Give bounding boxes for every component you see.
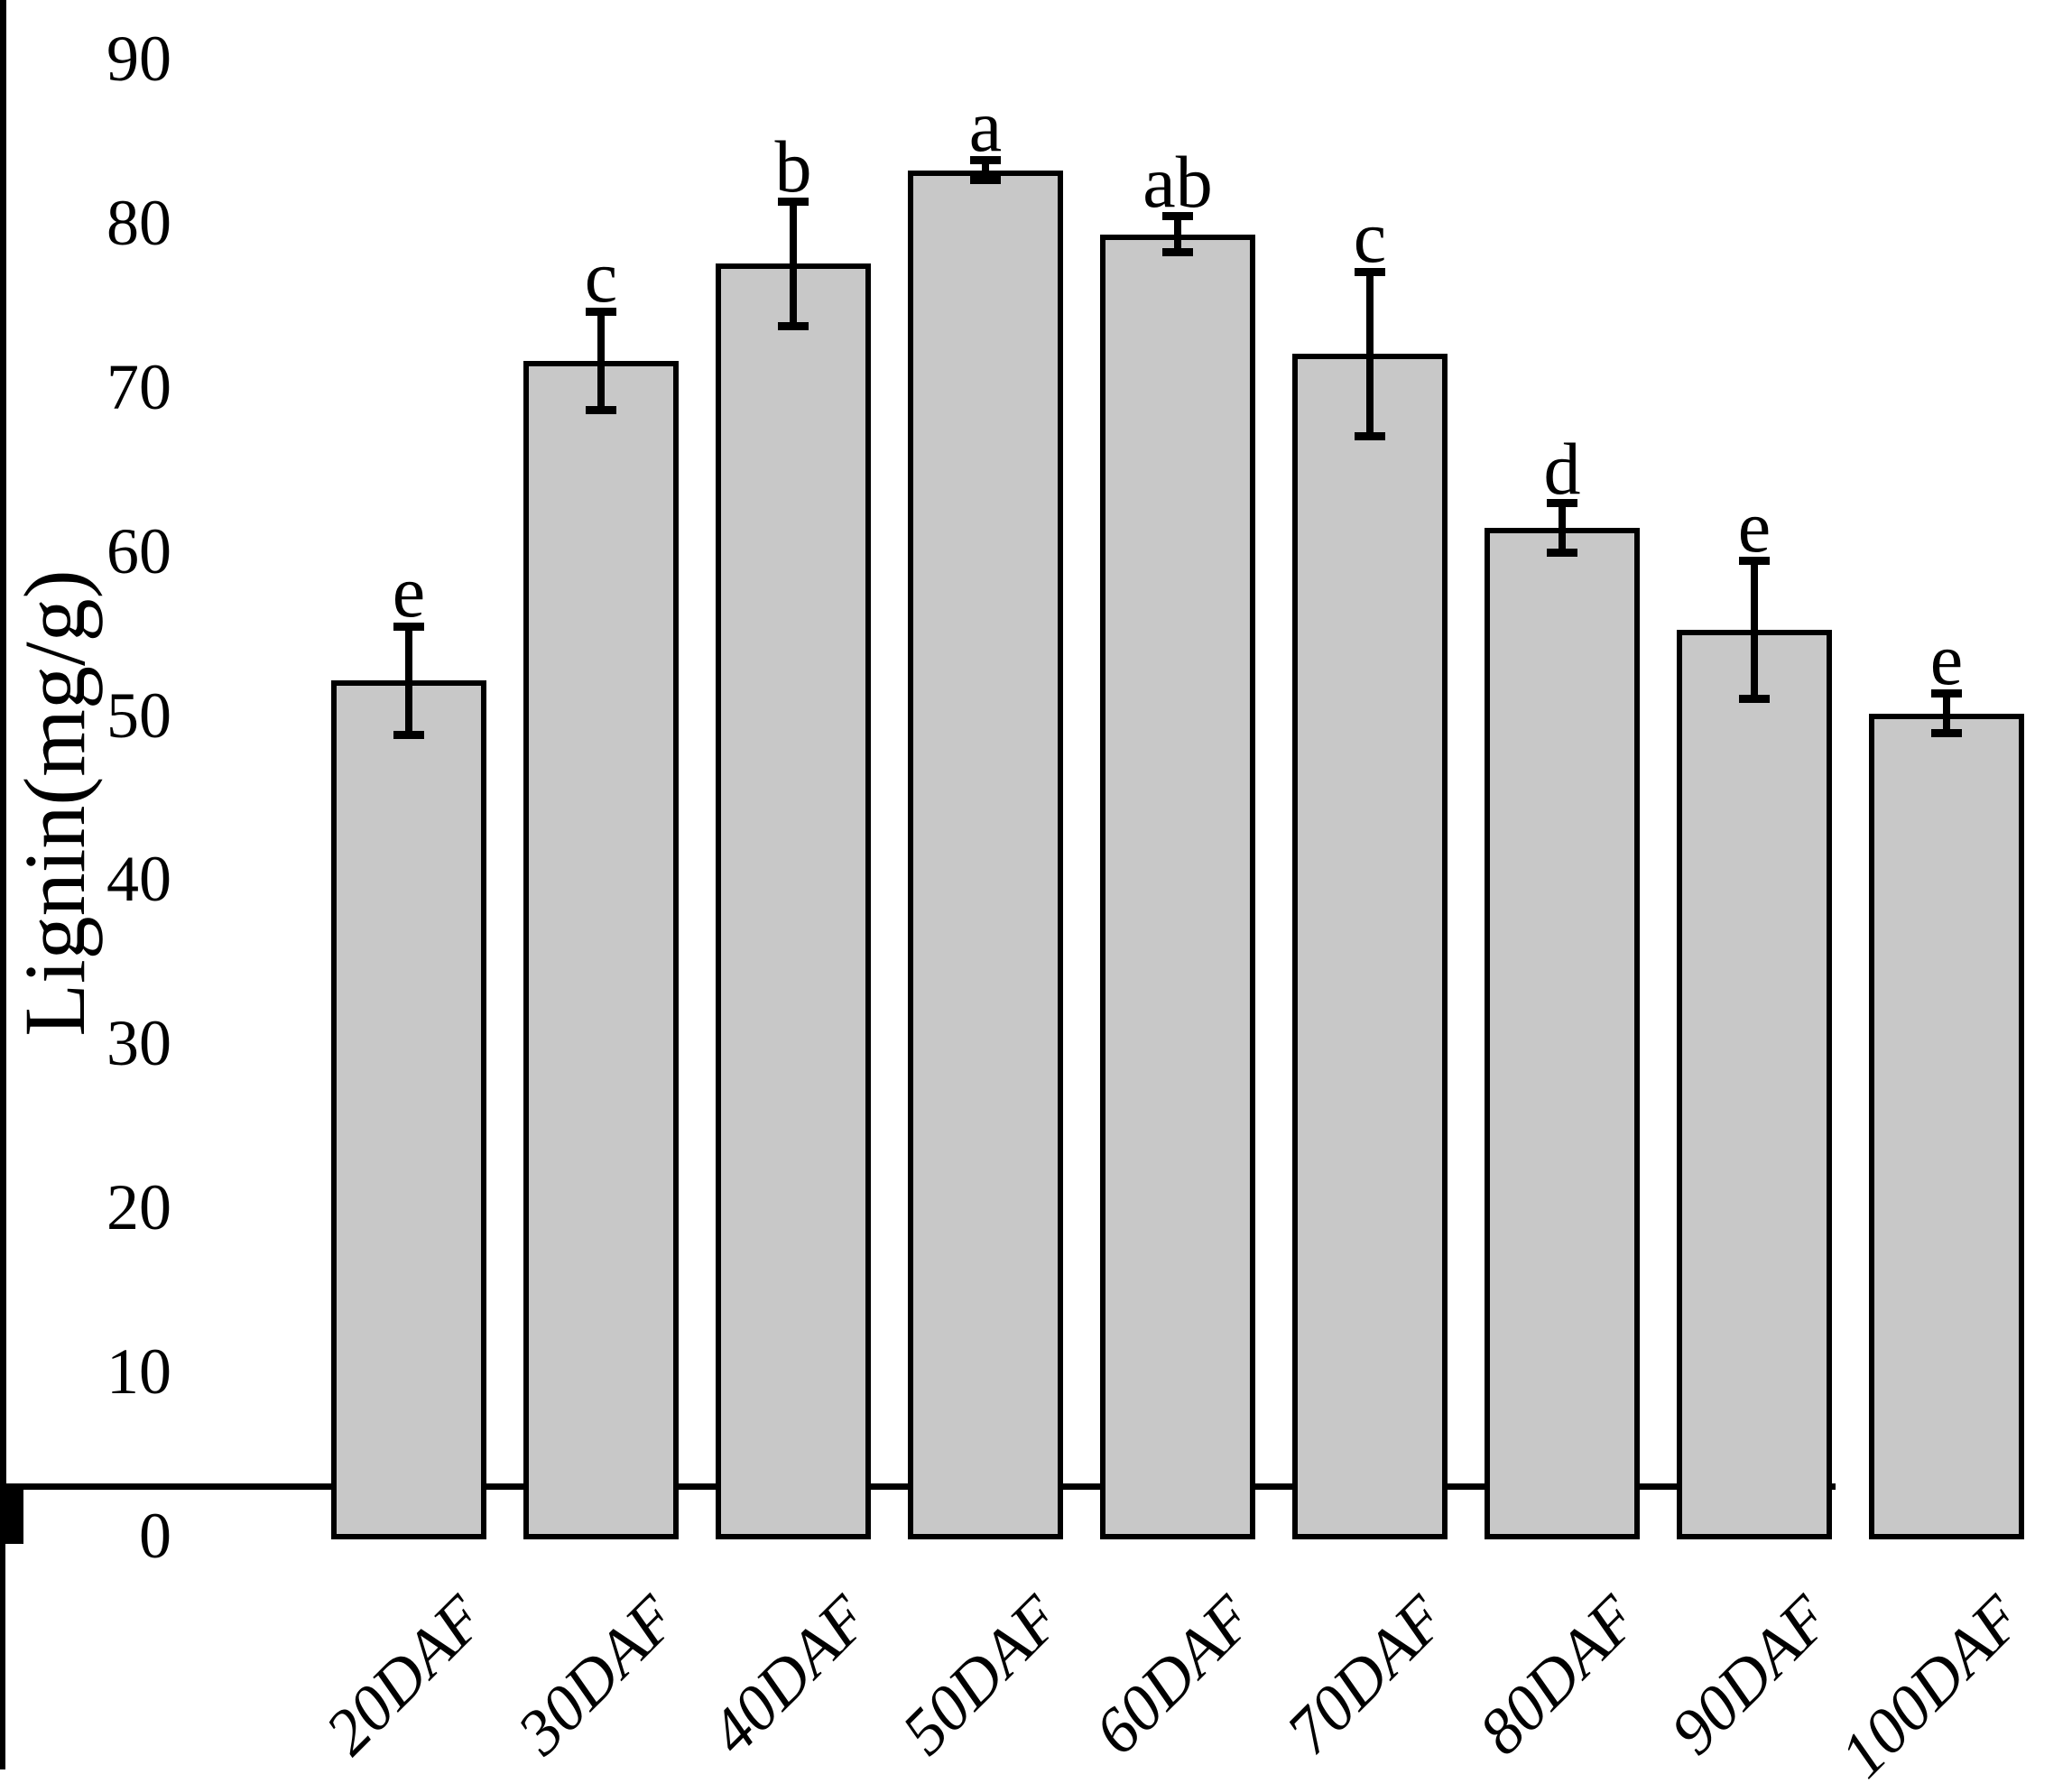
y-tick-label-50: 50 <box>106 679 171 752</box>
y-tick-label-0: 0 <box>139 1500 171 1572</box>
y-tick-70 <box>0 1528 23 1533</box>
x-tick-label-40DAF: 40DAF <box>696 1582 883 1769</box>
y-tick-90 <box>0 1538 23 1544</box>
error-bar-line-80DAF <box>1559 503 1566 553</box>
sig-letter-70DAF: c <box>1353 196 1387 279</box>
error-bar-top-cap-100DAF <box>1931 689 1962 698</box>
error-bar-top-cap-70DAF <box>1355 267 1385 276</box>
y-tick-label-80: 80 <box>106 186 171 259</box>
x-tick-60DAF <box>0 1657 5 1679</box>
error-bar-line-20DAF <box>405 626 412 735</box>
sig-letter-60DAF: ab <box>1142 140 1213 223</box>
error-bar-top-cap-90DAF <box>1739 557 1770 566</box>
error-bar-bottom-cap-50DAF <box>970 176 1001 185</box>
sig-letter-40DAF: b <box>774 125 812 208</box>
x-tick-50DAF <box>0 1634 5 1657</box>
x-tick-label-80DAF: 80DAF <box>1465 1582 1651 1769</box>
sig-letter-30DAF: c <box>584 236 618 319</box>
x-tick-20DAF <box>0 1566 5 1589</box>
y-tick-0 <box>0 1490 23 1495</box>
x-tick-label-20DAF: 20DAF <box>311 1582 498 1769</box>
y-axis-line <box>0 0 6 1483</box>
x-tick-label-100DAF: 100DAF <box>1826 1582 2036 1783</box>
error-bar-top-cap-80DAF <box>1547 499 1577 508</box>
error-bar-bottom-cap-30DAF <box>586 405 616 414</box>
x-tick-80DAF <box>0 1702 5 1724</box>
error-bar-top-cap-60DAF <box>1162 212 1193 221</box>
error-bar-top-cap-30DAF <box>586 307 616 316</box>
x-tick-90DAF <box>0 1724 5 1747</box>
error-bar-top-cap-20DAF <box>393 622 424 631</box>
x-tick-origin <box>0 1544 5 1566</box>
y-tick-label-10: 10 <box>106 1335 171 1409</box>
y-tick-40 <box>0 1511 23 1517</box>
error-bar-line-50DAF <box>982 160 989 180</box>
sig-letter-20DAF: e <box>392 550 426 633</box>
bar-70DAF <box>1292 354 1448 1539</box>
bar-90DAF <box>1677 629 1832 1539</box>
error-bar-line-90DAF <box>1751 560 1758 699</box>
x-tick-70DAF <box>0 1679 5 1702</box>
bar-50DAF <box>908 170 1063 1539</box>
y-tick-label-60: 60 <box>106 514 171 587</box>
error-bar-bottom-cap-100DAF <box>1931 729 1962 738</box>
sig-letter-80DAF: d <box>1543 427 1581 510</box>
error-bar-bottom-cap-20DAF <box>393 730 424 739</box>
sig-letter-90DAF: e <box>1737 485 1771 568</box>
y-tick-50 <box>0 1517 23 1522</box>
y-tick-30 <box>0 1506 23 1511</box>
error-bar-bottom-cap-90DAF <box>1739 694 1770 703</box>
error-bar-bottom-cap-80DAF <box>1547 548 1577 557</box>
y-tick-label-30: 30 <box>106 1007 171 1080</box>
error-bar-bottom-cap-40DAF <box>778 321 809 330</box>
x-tick-label-50DAF: 50DAF <box>888 1582 1075 1769</box>
x-tick-label-70DAF: 70DAF <box>1272 1582 1459 1769</box>
y-tick-label-70: 70 <box>106 350 171 423</box>
error-bar-bottom-cap-70DAF <box>1355 431 1385 440</box>
error-bar-top-cap-50DAF <box>970 156 1001 165</box>
error-bar-line-30DAF <box>597 311 605 411</box>
error-bar-top-cap-40DAF <box>778 197 809 206</box>
x-tick-label-30DAF: 30DAF <box>504 1582 690 1769</box>
y-tick-label-20: 20 <box>106 1171 171 1244</box>
bar-80DAF <box>1485 528 1640 1539</box>
x-tick-30DAF <box>0 1589 5 1612</box>
error-bar-line-70DAF <box>1366 272 1374 437</box>
error-bar-line-40DAF <box>790 201 797 327</box>
y-tick-20 <box>0 1501 23 1506</box>
sig-letter-50DAF: a <box>968 84 1003 167</box>
x-tick-100DAF <box>0 1747 5 1769</box>
sig-letter-100DAF: e <box>1929 617 1964 700</box>
x-tick-40DAF <box>0 1612 5 1634</box>
y-tick-label-90: 90 <box>106 23 171 95</box>
x-tick-label-90DAF: 90DAF <box>1657 1582 1844 1769</box>
y-tick-60 <box>0 1522 23 1528</box>
bar-30DAF <box>523 360 679 1539</box>
error-bar-line-60DAF <box>1174 216 1181 253</box>
y-tick-10 <box>0 1495 23 1501</box>
bar-20DAF <box>331 680 486 1539</box>
bar-100DAF <box>1869 713 2024 1539</box>
x-tick-label-60DAF: 60DAF <box>1080 1582 1267 1769</box>
y-tick-label-40: 40 <box>106 843 171 916</box>
error-bar-bottom-cap-60DAF <box>1162 248 1193 257</box>
y-tick-80 <box>0 1533 23 1538</box>
error-bar-line-100DAF <box>1943 693 1950 734</box>
bar-40DAF <box>716 263 871 1539</box>
bar-60DAF <box>1100 234 1255 1539</box>
